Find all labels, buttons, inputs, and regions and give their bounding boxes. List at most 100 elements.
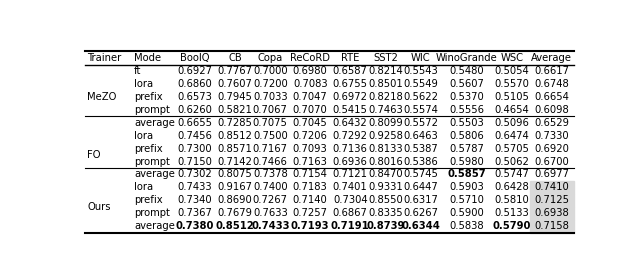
- Text: 0.6474: 0.6474: [495, 131, 529, 141]
- Text: 0.5096: 0.5096: [495, 118, 529, 128]
- Text: 0.5821: 0.5821: [218, 105, 252, 115]
- Text: 0.6617: 0.6617: [534, 66, 569, 76]
- Text: 0.5503: 0.5503: [449, 118, 484, 128]
- Text: 0.5790: 0.5790: [493, 221, 531, 231]
- Text: 0.9167: 0.9167: [218, 182, 252, 192]
- Text: 0.7158: 0.7158: [534, 221, 569, 231]
- Text: 0.5556: 0.5556: [449, 105, 484, 115]
- Text: 0.7045: 0.7045: [293, 118, 328, 128]
- Text: 0.6867: 0.6867: [333, 208, 367, 218]
- Text: 0.6260: 0.6260: [177, 105, 212, 115]
- Text: 0.7121: 0.7121: [333, 169, 368, 180]
- Text: 0.8571: 0.8571: [218, 144, 252, 153]
- Text: 0.6463: 0.6463: [404, 131, 438, 141]
- Text: 0.8133: 0.8133: [368, 144, 403, 153]
- Text: 0.7401: 0.7401: [333, 182, 367, 192]
- Text: 0.7183: 0.7183: [293, 182, 328, 192]
- Text: lora: lora: [134, 182, 153, 192]
- Text: 0.7150: 0.7150: [177, 156, 212, 167]
- Text: 0.8214: 0.8214: [368, 66, 403, 76]
- Text: 0.5480: 0.5480: [449, 66, 484, 76]
- Text: 0.9331: 0.9331: [368, 182, 403, 192]
- Text: CB: CB: [228, 53, 242, 64]
- Text: 0.5787: 0.5787: [449, 144, 484, 153]
- Text: 0.6573: 0.6573: [177, 92, 212, 102]
- Text: 0.5607: 0.5607: [449, 79, 484, 89]
- Text: 0.6980: 0.6980: [293, 66, 328, 76]
- Text: average: average: [134, 169, 175, 180]
- Text: SST2: SST2: [373, 53, 398, 64]
- Text: 0.7292: 0.7292: [333, 131, 368, 141]
- Text: 0.5705: 0.5705: [495, 144, 529, 153]
- Text: prefix: prefix: [134, 92, 163, 102]
- Text: Average: Average: [531, 53, 572, 64]
- Text: 0.7200: 0.7200: [253, 79, 287, 89]
- Text: 0.5857: 0.5857: [447, 169, 486, 180]
- Text: 0.7163: 0.7163: [293, 156, 328, 167]
- Text: 0.7607: 0.7607: [218, 79, 252, 89]
- Text: 0.5415: 0.5415: [333, 105, 367, 115]
- Text: 0.6972: 0.6972: [333, 92, 368, 102]
- Text: 0.6529: 0.6529: [534, 118, 569, 128]
- Text: 0.7679: 0.7679: [218, 208, 252, 218]
- Text: 0.6700: 0.6700: [534, 156, 569, 167]
- Text: 0.7167: 0.7167: [253, 144, 288, 153]
- Text: Ours: Ours: [87, 202, 111, 212]
- Text: prompt: prompt: [134, 208, 170, 218]
- Text: 0.7456: 0.7456: [177, 131, 212, 141]
- Text: 0.6755: 0.6755: [333, 79, 368, 89]
- Text: 0.5574: 0.5574: [403, 105, 438, 115]
- Text: 0.9258: 0.9258: [368, 131, 403, 141]
- Text: 0.8335: 0.8335: [368, 208, 403, 218]
- Text: 0.8075: 0.8075: [218, 169, 252, 180]
- Text: 0.7267: 0.7267: [253, 195, 288, 205]
- Text: WIC: WIC: [411, 53, 431, 64]
- Text: 0.8016: 0.8016: [368, 156, 403, 167]
- Text: 0.7142: 0.7142: [218, 156, 252, 167]
- Text: 0.5622: 0.5622: [403, 92, 438, 102]
- Text: 0.8501: 0.8501: [368, 79, 403, 89]
- Text: lora: lora: [134, 131, 153, 141]
- Text: 0.6344: 0.6344: [401, 221, 440, 231]
- Text: 0.7302: 0.7302: [178, 169, 212, 180]
- Text: 0.5387: 0.5387: [404, 144, 438, 153]
- Text: 0.7466: 0.7466: [253, 156, 288, 167]
- Text: 0.7093: 0.7093: [293, 144, 328, 153]
- Text: 0.5105: 0.5105: [495, 92, 529, 102]
- Text: 0.8512: 0.8512: [216, 221, 254, 231]
- Text: 0.7000: 0.7000: [253, 66, 287, 76]
- Text: 0.6927: 0.6927: [177, 66, 212, 76]
- Text: 0.7070: 0.7070: [293, 105, 328, 115]
- Text: 0.6938: 0.6938: [534, 208, 569, 218]
- Text: 0.6977: 0.6977: [534, 169, 569, 180]
- Text: 0.6655: 0.6655: [177, 118, 212, 128]
- Text: 0.7193: 0.7193: [291, 221, 330, 231]
- Text: 0.6936: 0.6936: [333, 156, 367, 167]
- Text: 0.7083: 0.7083: [293, 79, 328, 89]
- Text: 0.5710: 0.5710: [449, 195, 484, 205]
- Text: ft: ft: [134, 66, 141, 76]
- Text: 0.7433: 0.7433: [178, 182, 212, 192]
- Text: 0.5903: 0.5903: [449, 182, 484, 192]
- Text: FO: FO: [87, 150, 101, 160]
- Text: 0.7367: 0.7367: [177, 208, 212, 218]
- Text: 0.8218: 0.8218: [368, 92, 403, 102]
- Text: 0.5810: 0.5810: [495, 195, 529, 205]
- Text: 0.7285: 0.7285: [218, 118, 252, 128]
- Text: average: average: [134, 221, 175, 231]
- Text: 0.5386: 0.5386: [404, 156, 438, 167]
- Text: WinoGrande: WinoGrande: [436, 53, 497, 64]
- Text: 0.7767: 0.7767: [218, 66, 252, 76]
- Text: average: average: [134, 118, 175, 128]
- Text: 0.6654: 0.6654: [534, 92, 569, 102]
- Text: 0.5570: 0.5570: [495, 79, 529, 89]
- Text: 0.6920: 0.6920: [534, 144, 569, 153]
- Text: 0.7191: 0.7191: [331, 221, 369, 231]
- Text: 0.7140: 0.7140: [293, 195, 328, 205]
- Bar: [530, 207, 573, 220]
- Text: Copa: Copa: [258, 53, 283, 64]
- Text: prefix: prefix: [134, 144, 163, 153]
- Text: 0.7136: 0.7136: [333, 144, 367, 153]
- Text: WSC: WSC: [500, 53, 524, 64]
- Text: 0.7330: 0.7330: [534, 131, 569, 141]
